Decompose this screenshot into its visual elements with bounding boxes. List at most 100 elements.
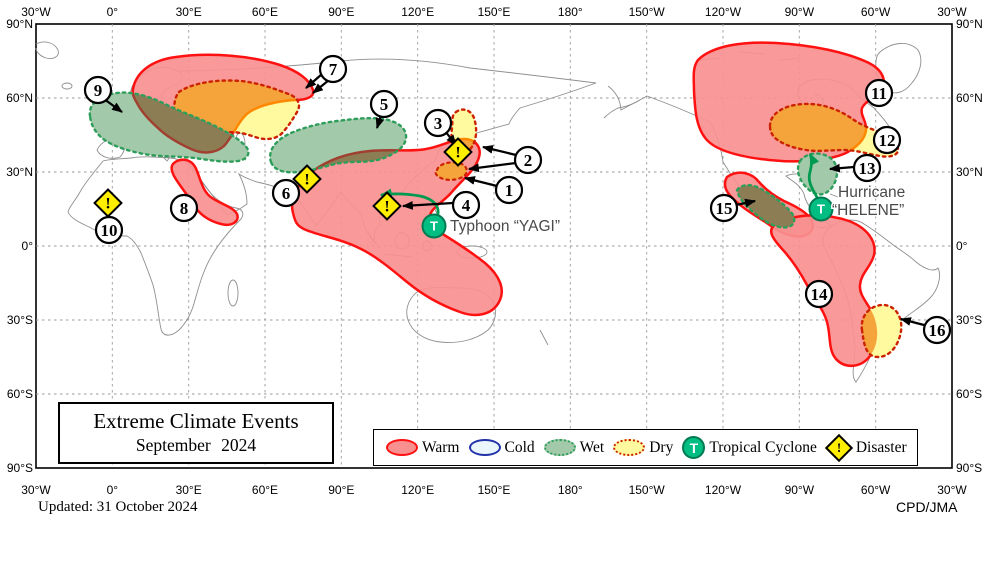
cyclone-glyph: T [430,219,438,234]
disaster-marker-south-asia: ! [292,164,322,194]
callout-1: 1 [494,175,524,205]
warm-legend-icon [386,439,418,456]
axis-label: 60°E [251,5,279,19]
axis-label: 120°E [401,483,435,497]
wet-region-southeast-us [796,152,839,196]
axis-label: 90°W [784,483,815,497]
credit: CPD/JMA [896,499,958,515]
axis-label: 90°E [328,5,355,19]
callout-15: 15 [709,193,739,223]
axis-label: 90°N [956,17,983,31]
axis-label: 60°W [860,483,891,497]
cold-legend-label: Cold [504,438,535,456]
svg-text:!: ! [384,199,389,216]
axis-label: 180° [557,5,583,19]
svg-text:!: ! [304,172,309,189]
axis-label: 0° [106,483,119,497]
svg-text:4: 4 [462,196,471,215]
svg-text:10: 10 [101,221,118,240]
callout-2: 2 [513,145,543,175]
axis-label: 150°E [477,483,511,497]
axis-label: 120°W [704,5,742,19]
legend: Warm Cold Wet Dry T Tropical Cyclone ! D… [373,429,918,466]
svg-text:12: 12 [879,131,896,150]
axis-label: 30°W [937,483,967,497]
cyclone-glyph: T [817,202,825,217]
callout-5: 5 [369,89,399,119]
axis-label: 0° [21,239,33,253]
svg-text:6: 6 [282,184,291,203]
tropical-cyclone-legend-label: Tropical Cyclone [709,438,817,456]
svg-text:11: 11 [871,84,887,103]
callout-3: 3 [423,108,453,138]
dry-legend-icon [613,439,646,456]
svg-text:2: 2 [524,151,533,170]
axis-label: 60°S [956,387,983,401]
axis-label: 90°E [328,483,355,497]
axis-label: 60°N [956,91,983,105]
disaster-legend-icon: ! [824,433,853,462]
axis-label: 60°E [251,483,279,497]
callout-14: 14 [804,279,834,309]
typhoon-yagi-label: Typhoon “YAGI” [450,218,560,235]
axis-label: 150°E [477,5,511,19]
svg-text:!: ! [455,145,460,162]
axis-label: 0° [956,239,968,253]
wet-legend-label: Wet [579,438,605,456]
svg-text:5: 5 [380,95,389,114]
callout-6: 6 [271,178,301,208]
svg-text:8: 8 [180,199,189,218]
svg-text:13: 13 [859,159,876,178]
axis-label: 90°S [6,461,33,475]
callout-11: 11 [864,78,894,108]
cold-legend-icon [468,439,501,456]
updated-date: Updated: 31 October 2024 [38,499,198,515]
axis-label: 90°S [956,461,983,475]
disaster-marker-vietnam: ! [372,191,402,221]
axis-label: 180° [557,483,583,497]
svg-text:1: 1 [505,181,514,200]
svg-text:14: 14 [811,285,829,304]
hurricane-helene-label-line1: Hurricane [838,184,905,201]
title-box: Extreme Climate Events September 2024 [58,402,334,464]
svg-text:9: 9 [94,81,103,100]
callout-4: 4 [451,190,481,220]
callout-7: 7 [318,54,348,84]
dry-legend-label: Dry [649,438,674,456]
svg-text:16: 16 [929,321,946,340]
svg-text:!: ! [105,196,110,213]
axis-label: 30°S [6,313,33,327]
axis-label: 90°N [6,17,33,31]
callout-8: 8 [169,193,199,223]
disaster-marker-japan: ! [443,137,473,167]
warm-region-egypt-arabia [170,158,239,226]
disaster-legend-label: Disaster [855,438,907,456]
axis-label: 60°S [6,387,33,401]
axis-label: 150°W [628,5,665,19]
callout-arrows [103,73,925,327]
wet-legend-icon [543,439,576,456]
tropical-cyclone-legend-icon: T [682,436,706,459]
svg-text:3: 3 [434,114,443,133]
svg-text:7: 7 [329,60,338,79]
hurricane-helene-label-line2: “HELENE” [832,202,904,219]
axis-label: 90°W [784,5,815,19]
typhoon-yagi-track [379,188,440,219]
callout-16: 16 [922,315,952,345]
svg-text:15: 15 [716,199,733,218]
axis-label: 30°N [6,165,33,179]
callout-13: 13 [852,153,882,183]
axis-label: 0° [106,5,119,19]
axis-label: 60°N [6,91,33,105]
axis-label: 30°S [956,313,983,327]
typhoon-yagi-marker: T [421,213,447,239]
axis-label: 30°E [175,483,202,497]
axis-label: 30°N [956,165,983,179]
hurricane-helene-marker: T [808,196,834,222]
warm-legend-label: Warm [422,438,460,456]
axis-label: 120°W [704,483,742,497]
axis-label: 30°W [937,5,967,19]
axis-label: 30°W [21,483,51,497]
